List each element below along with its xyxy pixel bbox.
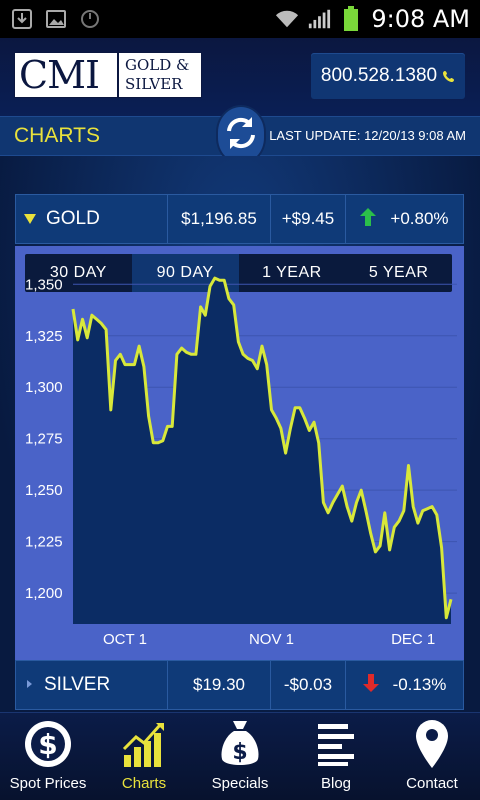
x-tick-label: DEC 1	[391, 631, 435, 648]
sync-icon	[78, 7, 102, 31]
gold-row[interactable]: GOLD $1,196.85 +$9.45 +0.80%	[15, 194, 464, 244]
cmi-logo: CMI GOLD & SILVER	[14, 52, 202, 98]
y-tick-label: 1,275	[25, 431, 63, 448]
silver-price: $19.30	[168, 661, 271, 709]
wifi-icon	[275, 7, 299, 31]
nav-label: Charts	[121, 775, 167, 792]
silver-row[interactable]: SILVER $19.30 -$0.03 -0.13%	[15, 660, 464, 710]
nav-label: Spot Prices	[9, 775, 87, 792]
chart-area-fill	[73, 278, 451, 624]
status-bar: 9:08 AM	[0, 0, 480, 38]
gold-change: +$9.45	[271, 195, 346, 243]
collapse-triangle-icon	[24, 208, 36, 230]
blog-lines-icon	[316, 719, 356, 769]
phone-button[interactable]: 800.528.1380	[311, 53, 465, 99]
y-tick-label: 1,200	[25, 585, 63, 602]
gold-percent: +0.80%	[390, 209, 449, 228]
expand-triangle-icon	[24, 674, 34, 696]
series-line	[71, 276, 453, 620]
logo-line-1: GOLD &	[125, 56, 190, 74]
price-chart: 1,350 1,325 1,300 1,275 1,250 1,225 1,200 OCT 1…	[25, 276, 457, 648]
nav-label: Specials	[211, 775, 269, 792]
nav-spot-prices[interactable]: $ Spot Prices	[0, 713, 96, 800]
nav-label: Blog	[320, 775, 352, 792]
phone-icon	[443, 67, 455, 86]
money-bag-icon: $	[220, 719, 260, 769]
period-tabs: 30 DAY 90 DAY 1 YEAR 5 YEAR	[25, 254, 452, 292]
y-tick-label: 1,325	[25, 328, 63, 345]
bar-chart-icon	[122, 719, 166, 769]
silver-name: SILVER	[44, 674, 111, 695]
chart-panel: 30 DAY 90 DAY 1 YEAR 5 YEAR 1,350 1,325 1,…	[15, 246, 464, 660]
charts-title-bar: CHARTS LAST UPDATE: 12/20/13 9:08 AM	[0, 107, 480, 163]
dollar-coin-icon: $	[23, 719, 73, 769]
map-pin-icon	[416, 719, 448, 769]
nav-charts[interactable]: Charts	[96, 713, 192, 800]
silver-change: -$0.03	[271, 661, 346, 709]
y-tick-label: 1,225	[25, 534, 63, 551]
tab-5-year[interactable]: 5 YEAR	[368, 264, 429, 281]
last-update-text: LAST UPDATE: 12/20/13 9:08 AM	[269, 128, 466, 143]
page-title: CHARTS	[14, 124, 100, 147]
y-tick-label: 1,250	[25, 482, 63, 499]
silver-percent: -0.13%	[392, 675, 447, 694]
tab-30-day[interactable]: 30 DAY	[49, 264, 107, 281]
gold-price: $1,196.85	[168, 195, 271, 243]
nav-label: Contact	[406, 775, 458, 792]
y-tick-label: 1,300	[25, 379, 63, 396]
logo-main-text: CMI	[15, 53, 119, 97]
y-tick-label: 1,350	[25, 276, 63, 293]
arrow-down-icon	[362, 673, 379, 697]
arrow-up-icon	[360, 207, 377, 231]
phone-number: 800.528.1380	[320, 65, 438, 86]
gold-percent-cell: +0.80%	[346, 195, 463, 243]
nav-contact[interactable]: Contact	[384, 713, 480, 800]
clock: 9:08 AM	[371, 5, 470, 33]
silver-name-cell[interactable]: SILVER	[16, 661, 168, 709]
x-tick-label: NOV 1	[249, 631, 294, 648]
bottom-nav: $ Spot Prices Charts $ Specials Blog Con…	[0, 712, 480, 800]
download-icon	[10, 7, 34, 31]
x-tick-label: OCT 1	[103, 631, 147, 648]
app-header: CMI GOLD & SILVER 800.528.1380	[0, 38, 480, 116]
gallery-icon	[44, 7, 68, 31]
tab-1-year[interactable]: 1 YEAR	[262, 264, 322, 281]
nav-specials[interactable]: $ Specials	[192, 713, 288, 800]
battery-icon	[339, 6, 363, 31]
svg-text:$: $	[232, 740, 247, 765]
refresh-icon	[221, 113, 261, 157]
signal-icon	[307, 7, 331, 31]
logo-line-2: SILVER	[125, 75, 183, 93]
nav-blog[interactable]: Blog	[288, 713, 384, 800]
refresh-button[interactable]	[218, 107, 264, 163]
silver-percent-cell: -0.13%	[346, 661, 463, 709]
gold-name: GOLD	[46, 208, 100, 229]
gold-name-cell[interactable]: GOLD	[16, 195, 168, 243]
svg-text:$: $	[38, 728, 57, 761]
